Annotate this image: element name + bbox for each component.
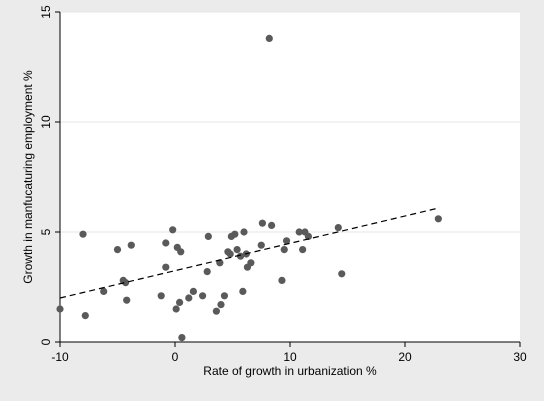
x-tick-label: 30	[513, 350, 527, 364]
data-point	[79, 230, 87, 238]
axes	[55, 11, 521, 347]
data-point	[203, 268, 211, 276]
y-tick-label: 15	[39, 5, 53, 19]
y-tick-label: 5	[39, 228, 53, 235]
data-point	[217, 301, 225, 309]
data-point	[278, 276, 286, 284]
x-tick-label: 0	[172, 350, 179, 364]
data-point	[299, 246, 307, 254]
data-point	[239, 287, 247, 295]
data-point	[295, 228, 303, 236]
data-point	[204, 232, 212, 240]
data-point	[199, 292, 207, 300]
data-point	[280, 246, 288, 254]
tick-labels: -10 0 10 20 30 0 5 10 15	[39, 5, 527, 364]
fit-line	[59, 207, 440, 299]
data-point	[81, 312, 89, 320]
data-point	[268, 221, 276, 229]
data-point	[176, 298, 184, 306]
data-point	[178, 334, 186, 342]
data-point	[189, 287, 197, 295]
data-point	[56, 305, 64, 313]
data-point	[282, 237, 291, 245]
x-tick-label: 10	[283, 350, 297, 364]
data-point	[172, 305, 180, 313]
data-point	[240, 228, 248, 236]
data-point	[113, 246, 122, 254]
data-point	[258, 219, 266, 227]
data-point	[100, 287, 108, 295]
data-point	[231, 230, 239, 238]
data-point	[169, 226, 177, 234]
x-axis-label: Rate of growth in urbanization %	[203, 364, 377, 378]
data-point	[233, 246, 241, 254]
data-point	[162, 263, 170, 271]
y-tick-label: 10	[39, 115, 53, 129]
data-point	[162, 239, 170, 247]
data-point	[265, 34, 273, 43]
data-point	[247, 259, 255, 267]
data-point	[304, 232, 312, 240]
data-point	[212, 307, 220, 315]
data-points	[56, 34, 442, 342]
data-point	[334, 224, 342, 232]
data-point	[434, 215, 442, 223]
y-tick-label: 0	[39, 338, 53, 345]
data-point	[121, 279, 130, 287]
x-tick-label: 20	[398, 350, 412, 364]
data-point	[177, 248, 185, 256]
data-point	[157, 292, 165, 300]
data-point	[123, 296, 131, 304]
fit-line-group	[59, 207, 440, 299]
data-point	[257, 241, 265, 249]
data-point	[236, 252, 245, 260]
data-point	[127, 241, 135, 249]
plot-area	[60, 12, 520, 342]
data-point	[226, 250, 234, 258]
data-point	[220, 292, 229, 300]
data-point	[338, 270, 346, 278]
x-tick-label: -10	[51, 350, 69, 364]
data-point	[185, 294, 193, 302]
y-axis-label: Growth in manfucaturing employment %	[21, 70, 35, 284]
